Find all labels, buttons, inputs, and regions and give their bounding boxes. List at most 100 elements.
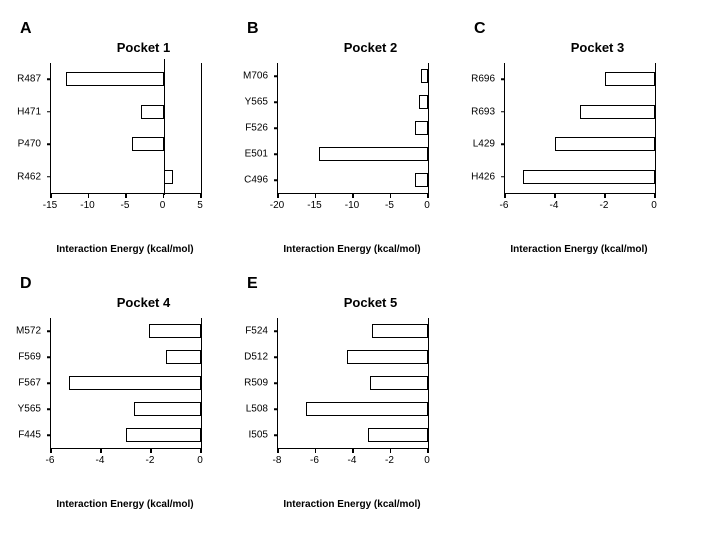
- chart-title: Pocket 1: [50, 40, 237, 55]
- panel-letter: C: [474, 20, 486, 38]
- y-tick-label: E501: [245, 149, 274, 160]
- x-tick-label: 0: [651, 200, 657, 211]
- x-tick-mark: [200, 194, 202, 198]
- chart-title: Pocket 5: [277, 295, 464, 310]
- y-tick-label: L508: [246, 404, 274, 415]
- bar-row: [278, 428, 428, 442]
- bar-row: [51, 72, 201, 86]
- x-tick-label: -6: [500, 200, 509, 211]
- x-tick-mark: [50, 449, 52, 453]
- x-tick-mark: [277, 449, 279, 453]
- bar: [164, 170, 173, 184]
- x-tick-label: 0: [424, 455, 430, 466]
- panel-letter: A: [20, 20, 32, 38]
- bar: [141, 105, 164, 119]
- x-tick-mark: [554, 194, 556, 198]
- bar-row: [278, 350, 428, 364]
- y-tick-label: F445: [18, 430, 47, 441]
- panel-a: APocket 1R487H471P470R462-15-10-505Inter…: [20, 20, 237, 255]
- chart-wrap: Pocket 4M572F569F567Y565F445-6-4-20Inter…: [20, 275, 237, 510]
- bar-row: [505, 105, 655, 119]
- x-tick-label: -4: [348, 455, 357, 466]
- x-tick-label: 0: [424, 200, 430, 211]
- bar-row: [278, 69, 428, 83]
- bar: [126, 428, 201, 442]
- y-tick-label: F524: [245, 326, 274, 337]
- x-tick-label: -10: [80, 200, 94, 211]
- panel-e: EPocket 5F524D512R509L508I505-8-6-4-20In…: [247, 275, 464, 510]
- bar-row: [51, 376, 201, 390]
- bar-row: [51, 170, 201, 184]
- x-tick-label: -6: [310, 455, 319, 466]
- bar: [134, 402, 202, 416]
- plot: F524D512R509L508I505-8-6-4-20Interaction…: [277, 318, 464, 510]
- plot-area: M706Y565F526E501C496: [277, 63, 429, 194]
- bar: [166, 350, 201, 364]
- x-tick-label: -2: [146, 455, 155, 466]
- panel-b: BPocket 2M706Y565F526E501C496-20-15-10-5…: [247, 20, 464, 255]
- bar: [132, 137, 164, 151]
- bar-row: [505, 137, 655, 151]
- x-tick-label: -5: [121, 200, 130, 211]
- x-tick-mark: [504, 194, 506, 198]
- bar-row: [51, 428, 201, 442]
- bar-row: [278, 147, 428, 161]
- bar: [66, 72, 164, 86]
- x-tick-label: -15: [307, 200, 321, 211]
- y-tick-label: M572: [16, 326, 47, 337]
- x-tick-mark: [50, 194, 52, 198]
- bar: [421, 69, 429, 83]
- x-axis-title: Interaction Energy (kcal/mol): [50, 499, 200, 510]
- plot: M572F569F567Y565F445-6-4-20Interaction E…: [50, 318, 237, 510]
- bar-row: [51, 105, 201, 119]
- y-tick-label: H426: [471, 171, 501, 182]
- x-tick-mark: [100, 449, 102, 453]
- x-tick-label: 5: [197, 200, 203, 211]
- y-tick-label: D512: [244, 352, 274, 363]
- x-axis: -15-10-505: [50, 194, 200, 222]
- x-tick-label: -15: [43, 200, 57, 211]
- x-tick-mark: [427, 449, 429, 453]
- y-tick-label: H471: [17, 106, 47, 117]
- x-axis: -6-4-20: [50, 449, 200, 477]
- x-axis: -20-15-10-50: [277, 194, 427, 222]
- x-tick-label: -5: [385, 200, 394, 211]
- x-tick-mark: [315, 449, 317, 453]
- plot-area: F524D512R509L508I505: [277, 318, 429, 449]
- y-tick-label: I505: [249, 430, 274, 441]
- x-tick-mark: [163, 194, 165, 198]
- x-tick-mark: [88, 194, 90, 198]
- bar: [555, 137, 655, 151]
- bar-row: [505, 72, 655, 86]
- x-tick-label: 0: [160, 200, 166, 211]
- x-tick-mark: [604, 194, 606, 198]
- x-tick-label: -4: [550, 200, 559, 211]
- bar-row: [51, 402, 201, 416]
- bar: [319, 147, 428, 161]
- panel-c: CPocket 3R696R693L429H426-6-4-20Interact…: [474, 20, 691, 255]
- bar-row: [51, 324, 201, 338]
- x-tick-mark: [352, 194, 354, 198]
- bar: [347, 350, 428, 364]
- bar: [415, 173, 429, 187]
- bar: [372, 324, 428, 338]
- panel-d: DPocket 4M572F569F567Y565F445-6-4-20Inte…: [20, 275, 237, 510]
- x-tick-mark: [125, 194, 127, 198]
- y-tick-label: L429: [473, 139, 501, 150]
- x-tick-label: -4: [96, 455, 105, 466]
- chart-wrap: Pocket 2M706Y565F526E501C496-20-15-10-50…: [247, 20, 464, 255]
- bar-row: [278, 402, 428, 416]
- y-tick-label: P470: [18, 139, 47, 150]
- x-tick-mark: [427, 194, 429, 198]
- bar-row: [505, 170, 655, 184]
- panel-letter: D: [20, 275, 32, 293]
- bar-row: [278, 121, 428, 135]
- bar: [370, 376, 428, 390]
- chart-wrap: Pocket 3R696R693L429H426-6-4-20Interacti…: [474, 20, 691, 255]
- x-axis-title: Interaction Energy (kcal/mol): [50, 244, 200, 255]
- bar-row: [278, 95, 428, 109]
- chart-title: Pocket 2: [277, 40, 464, 55]
- bar: [580, 105, 655, 119]
- x-tick-label: -6: [46, 455, 55, 466]
- plot: R696R693L429H426-6-4-20Interaction Energ…: [504, 63, 691, 255]
